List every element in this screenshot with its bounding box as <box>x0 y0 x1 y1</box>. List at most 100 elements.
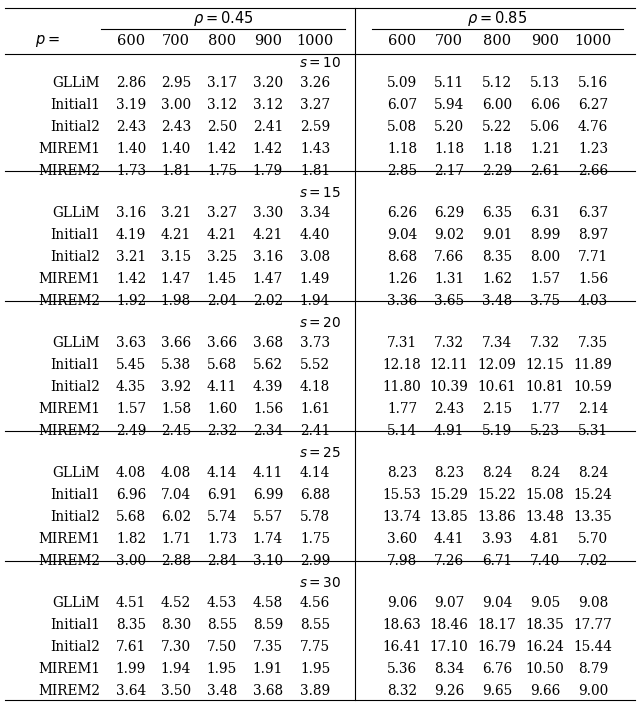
Text: 800: 800 <box>483 34 511 48</box>
Text: 4.91: 4.91 <box>434 424 464 438</box>
Text: 15.44: 15.44 <box>573 640 612 654</box>
Text: 1.61: 1.61 <box>300 402 330 416</box>
Text: 10.61: 10.61 <box>477 380 516 394</box>
Text: 6.71: 6.71 <box>482 554 512 568</box>
Text: 3.10: 3.10 <box>253 554 283 568</box>
Text: Initial2: Initial2 <box>50 640 100 654</box>
Text: 3.12: 3.12 <box>207 98 237 112</box>
Text: 1.92: 1.92 <box>116 294 146 308</box>
Text: 2.88: 2.88 <box>161 554 191 568</box>
Text: 18.46: 18.46 <box>429 618 468 632</box>
Text: 5.74: 5.74 <box>207 510 237 524</box>
Text: 1.43: 1.43 <box>300 142 330 156</box>
Text: 2.15: 2.15 <box>482 402 512 416</box>
Text: 3.92: 3.92 <box>161 380 191 394</box>
Text: 2.66: 2.66 <box>578 164 608 178</box>
Text: 1.58: 1.58 <box>161 402 191 416</box>
Text: $s = 15$: $s = 15$ <box>299 186 341 200</box>
Text: 2.04: 2.04 <box>207 294 237 308</box>
Text: 8.24: 8.24 <box>530 466 560 480</box>
Text: 1.42: 1.42 <box>207 142 237 156</box>
Text: 6.99: 6.99 <box>253 488 283 502</box>
Text: 1.18: 1.18 <box>482 142 512 156</box>
Text: 4.76: 4.76 <box>578 120 608 134</box>
Text: 5.13: 5.13 <box>530 76 560 90</box>
Text: 3.50: 3.50 <box>161 684 191 698</box>
Text: 7.66: 7.66 <box>434 250 464 264</box>
Text: 6.76: 6.76 <box>482 662 512 676</box>
Text: 1.75: 1.75 <box>207 164 237 178</box>
Text: 3.19: 3.19 <box>116 98 146 112</box>
Text: 9.04: 9.04 <box>482 596 512 610</box>
Text: 800: 800 <box>208 34 236 48</box>
Text: 4.40: 4.40 <box>300 228 330 242</box>
Text: 7.32: 7.32 <box>434 336 464 350</box>
Text: MIREM1: MIREM1 <box>38 272 100 286</box>
Text: 4.08: 4.08 <box>116 466 146 480</box>
Text: 4.35: 4.35 <box>116 380 146 394</box>
Text: 3.25: 3.25 <box>207 250 237 264</box>
Text: 13.35: 13.35 <box>573 510 612 524</box>
Text: 6.91: 6.91 <box>207 488 237 502</box>
Text: 8.24: 8.24 <box>482 466 512 480</box>
Text: 7.35: 7.35 <box>253 640 283 654</box>
Text: 2.17: 2.17 <box>434 164 464 178</box>
Text: 3.93: 3.93 <box>482 532 512 546</box>
Text: GLLiM: GLLiM <box>52 76 100 90</box>
Text: GLLiM: GLLiM <box>52 466 100 480</box>
Text: 600: 600 <box>388 34 416 48</box>
Text: 11.80: 11.80 <box>383 380 421 394</box>
Text: 12.11: 12.11 <box>429 358 468 372</box>
Text: 4.21: 4.21 <box>207 228 237 242</box>
Text: 3.34: 3.34 <box>300 206 330 220</box>
Text: 10.50: 10.50 <box>525 662 564 676</box>
Text: 3.27: 3.27 <box>207 206 237 220</box>
Text: Initial1: Initial1 <box>50 228 100 242</box>
Text: Initial2: Initial2 <box>50 510 100 524</box>
Text: 1.40: 1.40 <box>161 142 191 156</box>
Text: Initial1: Initial1 <box>50 358 100 372</box>
Text: 8.30: 8.30 <box>161 618 191 632</box>
Text: 2.02: 2.02 <box>253 294 283 308</box>
Text: 5.68: 5.68 <box>116 510 146 524</box>
Text: 2.43: 2.43 <box>116 120 146 134</box>
Text: 5.19: 5.19 <box>482 424 512 438</box>
Text: $s = 10$: $s = 10$ <box>299 56 341 70</box>
Text: 1.26: 1.26 <box>387 272 417 286</box>
Text: 3.21: 3.21 <box>116 250 146 264</box>
Text: 700: 700 <box>162 34 190 48</box>
Text: 15.22: 15.22 <box>477 488 516 502</box>
Text: GLLiM: GLLiM <box>52 206 100 220</box>
Text: 7.04: 7.04 <box>161 488 191 502</box>
Text: 7.71: 7.71 <box>578 250 608 264</box>
Text: 4.56: 4.56 <box>300 596 330 610</box>
Text: 5.45: 5.45 <box>116 358 146 372</box>
Text: 6.06: 6.06 <box>530 98 560 112</box>
Text: 8.35: 8.35 <box>482 250 512 264</box>
Text: 6.07: 6.07 <box>387 98 417 112</box>
Text: 3.08: 3.08 <box>300 250 330 264</box>
Text: 9.07: 9.07 <box>434 596 464 610</box>
Text: 2.32: 2.32 <box>207 424 237 438</box>
Text: 3.48: 3.48 <box>207 684 237 698</box>
Text: 2.50: 2.50 <box>207 120 237 134</box>
Text: 6.31: 6.31 <box>530 206 560 220</box>
Text: MIREM2: MIREM2 <box>38 554 100 568</box>
Text: 9.04: 9.04 <box>387 228 417 242</box>
Text: 15.53: 15.53 <box>383 488 421 502</box>
Text: 7.75: 7.75 <box>300 640 330 654</box>
Text: 3.66: 3.66 <box>207 336 237 350</box>
Text: 5.16: 5.16 <box>578 76 608 90</box>
Text: 3.64: 3.64 <box>116 684 146 698</box>
Text: 2.85: 2.85 <box>387 164 417 178</box>
Text: $\rho = 0.85$: $\rho = 0.85$ <box>467 9 527 28</box>
Text: 16.24: 16.24 <box>525 640 564 654</box>
Text: 2.29: 2.29 <box>482 164 512 178</box>
Text: GLLiM: GLLiM <box>52 336 100 350</box>
Text: 8.55: 8.55 <box>207 618 237 632</box>
Text: 6.35: 6.35 <box>482 206 512 220</box>
Text: 13.85: 13.85 <box>429 510 468 524</box>
Text: 12.18: 12.18 <box>383 358 421 372</box>
Text: MIREM2: MIREM2 <box>38 684 100 698</box>
Text: 600: 600 <box>117 34 145 48</box>
